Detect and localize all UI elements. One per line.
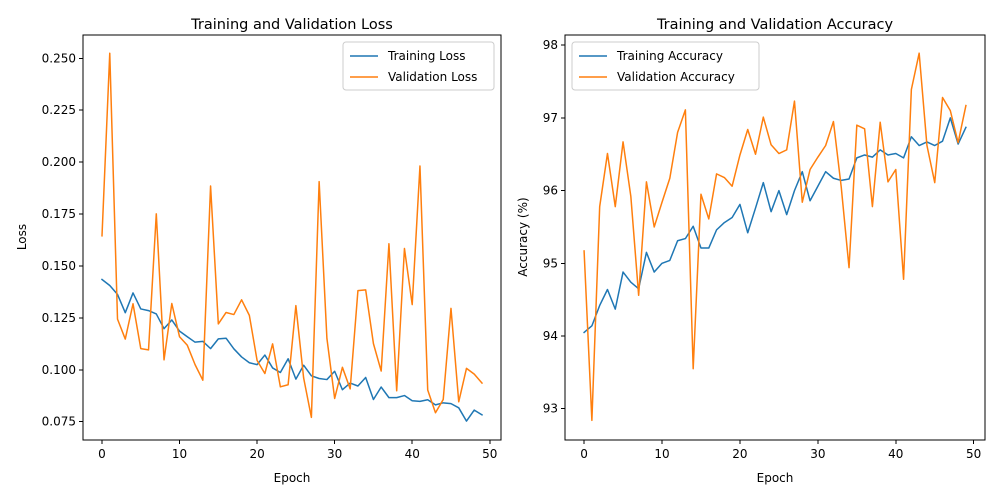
loss-legend-label-validation: Validation Loss xyxy=(388,70,477,84)
loss-ytick-label: 0.175 xyxy=(42,207,76,221)
accuracy-xtick-label: 10 xyxy=(654,447,669,461)
loss-chart-title: Training and Validation Loss xyxy=(190,17,393,33)
accuracy-xtick-label: 0 xyxy=(580,447,588,461)
accuracy-validation-line xyxy=(583,52,967,422)
accuracy-chart-xlabel: Epoch xyxy=(757,471,794,485)
accuracy-chart-ylabel: Accuracy (%) xyxy=(516,197,530,276)
accuracy-ytick-label: 95 xyxy=(543,256,558,270)
accuracy-chart-legend: Training Accuracy Validation Accuracy xyxy=(571,41,760,91)
loss-xtick-label: 0 xyxy=(98,447,106,461)
accuracy-chart-ticks: 0 10 20 30 40 50 93 94 95 96 97 98 xyxy=(543,38,982,461)
accuracy-xtick-label: 30 xyxy=(810,447,825,461)
accuracy-xtick-label: 20 xyxy=(732,447,747,461)
loss-chart-legend: Training Loss Validation Loss xyxy=(342,41,495,91)
accuracy-ytick-label: 97 xyxy=(543,111,558,125)
accuracy-chart-series xyxy=(583,52,967,422)
accuracy-xtick-label: 50 xyxy=(966,447,981,461)
loss-validation-line xyxy=(101,52,484,419)
loss-training-line xyxy=(100,278,484,422)
accuracy-training-line xyxy=(583,117,967,334)
loss-chart-ticks: 0 10 20 30 40 50 0.075 0.100 0.125 0.150 0.175 0.20… xyxy=(42,51,498,461)
loss-ytick-label: 0.125 xyxy=(42,311,76,325)
loss-ytick-label: 0.075 xyxy=(42,415,76,429)
loss-xtick-label: 50 xyxy=(482,447,497,461)
accuracy-chart-plot-frame xyxy=(564,34,986,441)
loss-xtick-label: 30 xyxy=(327,447,342,461)
loss-ytick-label: 0.250 xyxy=(42,51,76,65)
loss-chart-series xyxy=(100,52,484,422)
loss-xtick-label: 40 xyxy=(405,447,420,461)
accuracy-ytick-label: 93 xyxy=(543,402,558,416)
loss-ytick-label: 0.225 xyxy=(42,103,76,117)
loss-chart-ylabel: Loss xyxy=(15,224,29,250)
loss-ytick-label: 0.100 xyxy=(42,363,76,377)
loss-xtick-label: 10 xyxy=(172,447,187,461)
loss-xtick-label: 20 xyxy=(249,447,264,461)
loss-legend-label-training: Training Loss xyxy=(387,49,465,63)
loss-legend-frame xyxy=(342,41,495,91)
loss-chart: Training and Validation Loss 0 10 20 30 40 50… xyxy=(15,17,502,485)
accuracy-xtick-label: 40 xyxy=(888,447,903,461)
loss-chart-xlabel: Epoch xyxy=(274,471,311,485)
accuracy-chart: Training and Validation Accuracy 0 10 20 30… xyxy=(516,17,986,485)
accuracy-ytick-label: 94 xyxy=(543,329,558,343)
loss-chart-plot-frame xyxy=(82,34,502,441)
accuracy-legend-frame xyxy=(571,41,760,91)
accuracy-ytick-label: 98 xyxy=(543,38,558,52)
accuracy-legend-label-training: Training Accuracy xyxy=(616,49,723,63)
loss-ytick-label: 0.150 xyxy=(42,259,76,273)
loss-ytick-label: 0.200 xyxy=(42,155,76,169)
accuracy-legend-label-validation: Validation Accuracy xyxy=(617,70,735,84)
accuracy-ytick-label: 96 xyxy=(543,184,558,198)
accuracy-chart-title: Training and Validation Accuracy xyxy=(656,17,894,33)
